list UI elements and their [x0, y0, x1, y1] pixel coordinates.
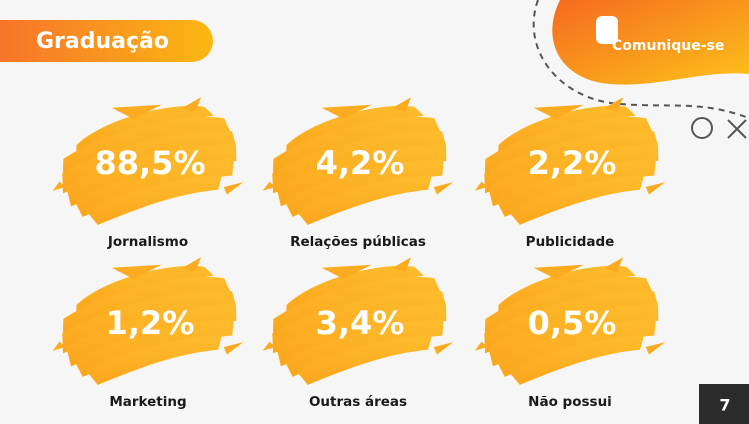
item-value: 1,2%: [106, 304, 195, 342]
item-value: 4,2%: [316, 144, 405, 182]
page-number: 7: [719, 396, 730, 415]
item-value: 88,5%: [94, 144, 205, 182]
logo-icon: [596, 16, 618, 44]
item-label: Não possui: [528, 394, 612, 410]
item-label: Marketing: [109, 394, 186, 410]
item-value: 3,4%: [316, 304, 405, 342]
page-box: [699, 384, 749, 424]
header-bar: [0, 20, 213, 62]
items: 88,5% Jornalismo 4,2% Relações públicas 2,2%…: [42, 91, 669, 410]
circle-deco: [691, 117, 713, 139]
item-label: Outras áreas: [309, 394, 407, 410]
item-value: 0,5%: [528, 304, 617, 342]
item-value: 2,2%: [528, 144, 617, 182]
header-title: Graduação: [36, 29, 169, 54]
item-label: Relações públicas: [290, 234, 426, 250]
x-deco: [727, 119, 747, 139]
item-label: Jornalismo: [107, 234, 188, 250]
logo-text: Comunique-se: [612, 38, 724, 54]
item-label: Publicidade: [526, 234, 615, 250]
